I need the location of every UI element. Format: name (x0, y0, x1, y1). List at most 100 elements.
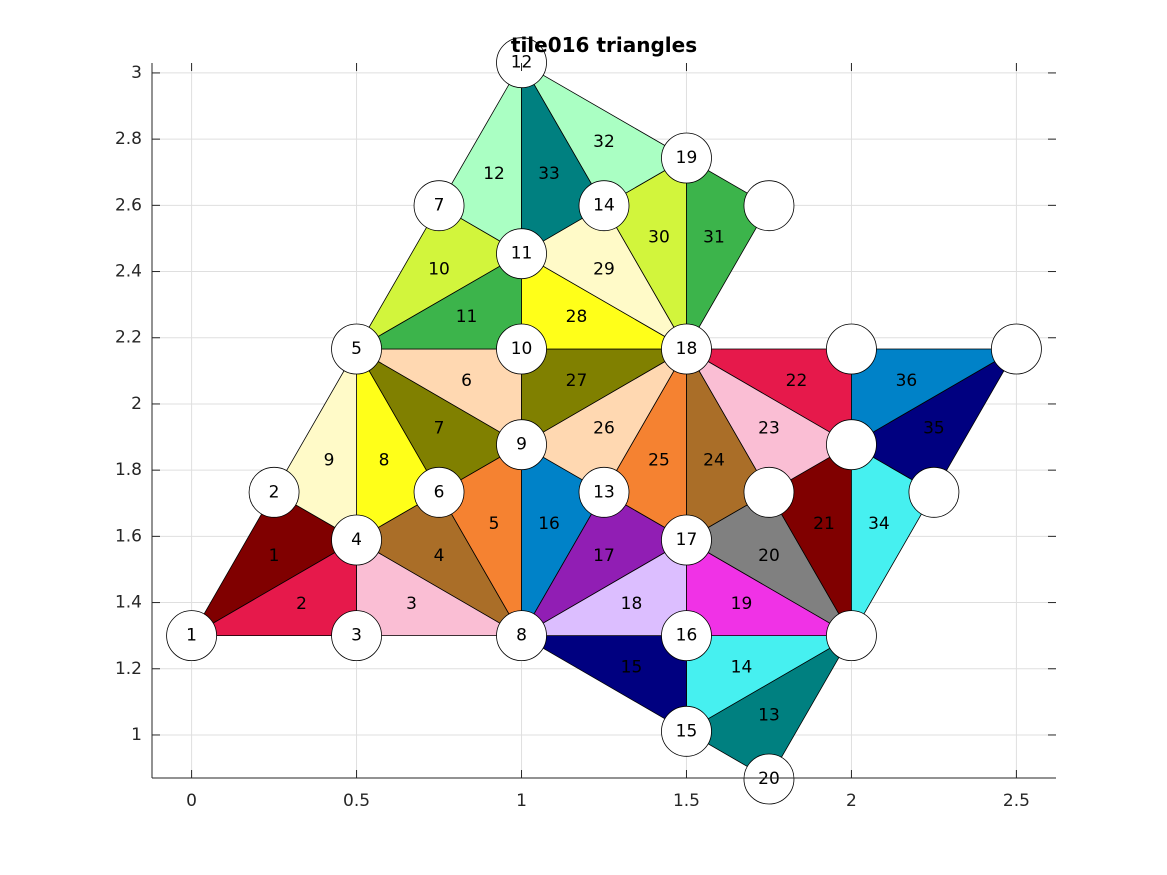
triangle-36 (851, 348, 1017, 446)
triangle-label: 15 (621, 658, 643, 678)
triangle-label: 29 (593, 259, 615, 279)
triangle-label: 34 (868, 514, 890, 534)
triangle-label: 7 (434, 419, 445, 439)
x-tick-label: 1 (516, 791, 527, 811)
x-tick-label: 1.5 (673, 791, 700, 811)
node-marker (578, 180, 630, 232)
node-marker (413, 466, 465, 518)
node-label: 3 (351, 626, 362, 646)
node-marker (661, 610, 712, 662)
node-label: 12 (511, 53, 533, 73)
node-marker (661, 132, 712, 184)
node-label: 13 (593, 482, 615, 502)
node-marker (331, 610, 382, 662)
y-tick-label: 1.6 (115, 526, 142, 546)
triangle-label: 18 (621, 594, 643, 614)
triangle-label: 21 (813, 514, 835, 534)
y-tick-label: 2.8 (115, 129, 142, 149)
y-tick-label: 2 (131, 394, 142, 414)
triangle-label: 17 (593, 546, 615, 566)
node-marker (661, 514, 712, 566)
node-label: 2 (269, 482, 280, 502)
triangle-label: 25 (648, 450, 670, 470)
axes: 0 0.5 1 1.5 2 2.5 1 1.2 1.4 1.6 1.8 2 2.2 2.4 2.6 2.8 3 (115, 63, 1056, 811)
triangle-label: 33 (538, 164, 560, 184)
triangle-label: 27 (566, 371, 588, 391)
y-tick-label: 2.2 (115, 328, 142, 348)
y-tick-label: 2.6 (115, 195, 142, 215)
triangle-label: 26 (593, 419, 615, 439)
node-label: 19 (676, 148, 698, 168)
node-marker (826, 323, 877, 375)
triangle-label: 28 (566, 307, 588, 327)
node-label: 9 (516, 435, 527, 455)
node-label: 1 (186, 626, 197, 646)
triangle-label: 11 (456, 307, 478, 327)
triangle-label: 22 (786, 371, 808, 391)
x-tick-label: 2 (846, 791, 857, 811)
triangle-label: 4 (434, 546, 445, 566)
triangle-label: 9 (324, 450, 335, 470)
triangle-label: 31 (703, 228, 725, 248)
node-label: 6 (434, 482, 445, 502)
node-label: 20 (758, 769, 780, 789)
node-label: 18 (676, 339, 698, 359)
triangle-label: 35 (923, 419, 945, 439)
node-label: 10 (511, 339, 533, 359)
y-tick-label: 3 (131, 63, 142, 83)
node-marker (496, 610, 547, 662)
node-label: 16 (676, 626, 698, 646)
node-label: 4 (351, 530, 362, 550)
y-tick-label: 1.8 (115, 460, 142, 480)
triangle-label: 30 (648, 228, 670, 248)
y-tick-label: 2.4 (115, 262, 142, 282)
node-marker (743, 180, 795, 232)
node-label: 8 (516, 626, 527, 646)
node-marker (826, 610, 877, 662)
node-marker (826, 419, 877, 471)
node-label: 14 (593, 196, 615, 216)
node-marker (248, 466, 300, 518)
node-marker (413, 180, 465, 232)
node-marker (166, 610, 217, 662)
triangle-label: 19 (731, 594, 753, 614)
node-marker (331, 514, 382, 566)
node-marker (496, 37, 547, 89)
node-marker (496, 323, 547, 375)
triangle-label: 5 (489, 514, 500, 534)
y-tick-label: 1.2 (115, 659, 142, 679)
triangle-label: 20 (758, 546, 780, 566)
node-marker (661, 323, 712, 375)
node-label: 17 (676, 530, 698, 550)
node-label: 11 (511, 244, 533, 264)
node-marker (908, 466, 960, 518)
triangle-label: 13 (758, 705, 780, 725)
triangle-label: 36 (896, 371, 918, 391)
node-label: 15 (676, 721, 698, 741)
node-marker (743, 753, 795, 805)
triangle-label: 14 (731, 658, 753, 678)
triangle-label: 8 (379, 450, 390, 470)
triangle-label: 24 (703, 450, 725, 470)
node-marker (991, 323, 1042, 375)
triangle-label: 23 (758, 419, 780, 439)
triangle-label: 32 (593, 132, 615, 152)
node-marker (496, 228, 547, 280)
x-tick-label: 0 (186, 791, 197, 811)
triangle-label: 2 (296, 594, 307, 614)
y-tick-label: 1 (131, 725, 142, 745)
node-marker (578, 466, 630, 518)
x-tick-label: 2.5 (1003, 791, 1030, 811)
triangle-label: 3 (406, 594, 417, 614)
triangle-label: 1 (269, 546, 280, 566)
node-marker (331, 323, 382, 375)
triangle-label: 12 (483, 164, 505, 184)
node-marker (743, 466, 795, 518)
node-marker (496, 419, 547, 471)
triangle-label: 10 (428, 259, 450, 279)
node-label: 7 (434, 196, 445, 216)
chart-title: tile016 triangles (511, 33, 697, 57)
